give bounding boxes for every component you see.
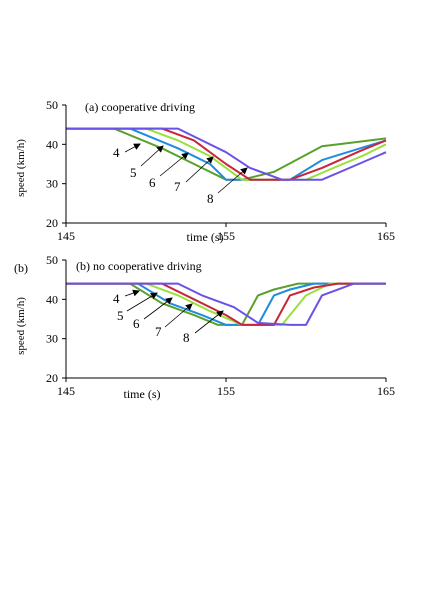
x-tick-label: 145 bbox=[57, 384, 75, 398]
series-line-a-8 bbox=[66, 127, 387, 181]
arrow-a-4 bbox=[124, 143, 141, 153]
label-b-4: 4 bbox=[113, 291, 120, 306]
label-b-8: 8 bbox=[183, 330, 190, 345]
label-a-8: 8 bbox=[207, 191, 214, 206]
panel-a: (a) cooperative driving speed (km/h) tim… bbox=[15, 98, 395, 244]
arrow-b-4 bbox=[124, 289, 140, 297]
x-tick-label: 145 bbox=[57, 229, 75, 243]
series-line-b-7 bbox=[66, 282, 386, 326]
y-tick-label: 50 bbox=[46, 253, 58, 267]
panel-b-xlabel: time (s) bbox=[124, 387, 161, 401]
panel-b: (b) (b) no cooperative driving speed (km… bbox=[14, 253, 395, 401]
arrow-b-7 bbox=[164, 303, 193, 328]
y-tick-label: 30 bbox=[46, 177, 58, 191]
panel-b-title: (b) no cooperative driving bbox=[76, 259, 202, 273]
y-tick-label: 20 bbox=[46, 216, 58, 230]
y-tick-label: 40 bbox=[46, 292, 58, 306]
arrow-b-6 bbox=[143, 297, 173, 320]
label-b-6: 6 bbox=[133, 316, 140, 331]
y-tick-label: 30 bbox=[46, 332, 58, 346]
label-b-7: 7 bbox=[155, 324, 162, 339]
arrow-b-5 bbox=[126, 292, 158, 312]
x-tick-label: 165 bbox=[377, 384, 395, 398]
x-tick-label: 155 bbox=[217, 229, 235, 243]
x-tick-label: 165 bbox=[377, 229, 395, 243]
panel-b-axes: 20 30 40 50 145 155 165 bbox=[46, 253, 395, 398]
panel-a-ylabel: speed (km/h) bbox=[15, 139, 27, 197]
arrow-b-8 bbox=[194, 310, 224, 334]
label-a-5: 5 bbox=[130, 165, 137, 180]
arrow-a-5 bbox=[140, 145, 164, 167]
panel-b-series bbox=[66, 282, 386, 326]
label-a-7: 7 bbox=[174, 179, 181, 194]
panel-a-title: (a) cooperative driving bbox=[85, 100, 195, 114]
panel-a-annotations: 4 5 6 7 8 bbox=[113, 143, 248, 206]
x-tick-label: 155 bbox=[217, 384, 235, 398]
panel-a-xlabel: time (s) bbox=[187, 230, 224, 244]
series-line-b-8 bbox=[66, 282, 386, 326]
y-tick-label: 20 bbox=[46, 371, 58, 385]
y-tick-label: 50 bbox=[46, 98, 58, 112]
panel-b-annotations: 4 5 6 7 8 bbox=[113, 289, 224, 345]
panel-a-axes: 20 30 40 50 145 155 165 bbox=[46, 98, 395, 243]
arrow-a-8 bbox=[217, 167, 248, 194]
panel-b-label: (b) bbox=[14, 261, 28, 275]
label-b-5: 5 bbox=[117, 308, 124, 323]
y-tick-label: 40 bbox=[46, 137, 58, 151]
series-line-a-7 bbox=[66, 127, 387, 181]
label-a-4: 4 bbox=[113, 145, 120, 160]
label-a-6: 6 bbox=[149, 175, 156, 190]
arrow-a-6 bbox=[159, 152, 189, 177]
arrow-a-7 bbox=[185, 156, 214, 183]
panel-b-ylabel: speed (km/h) bbox=[15, 297, 27, 355]
